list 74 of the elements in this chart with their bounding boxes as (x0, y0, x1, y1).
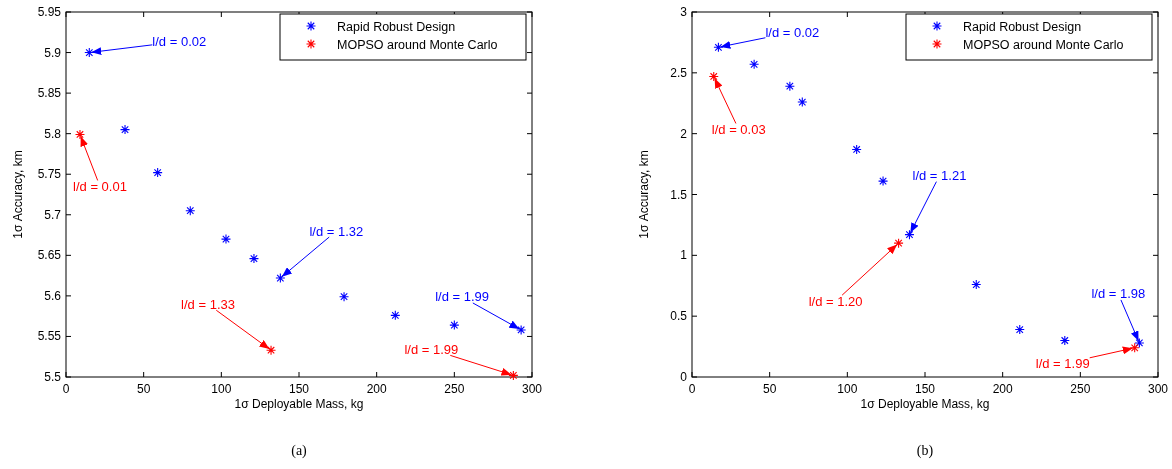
annotation: l/d = 0.03 (711, 121, 766, 137)
annotation: l/d = 1.21 (912, 168, 967, 184)
point (152, 167, 163, 178)
x-tick-label: 100 (211, 382, 232, 396)
point (1059, 335, 1070, 346)
x-tick-label: 250 (444, 382, 465, 396)
y-tick-label: 5.85 (37, 86, 62, 101)
y-tick-label: 5.75 (37, 167, 62, 182)
y-tick-label: 5.9 (44, 45, 62, 60)
point (390, 310, 401, 321)
annotation: l/d = 0.02 (152, 34, 207, 50)
text: (b) (916, 443, 934, 459)
text: (a) (291, 443, 308, 459)
y-tick-label: 5.55 (37, 329, 62, 344)
x-tick-label: 250 (1070, 382, 1091, 396)
point (220, 234, 232, 245)
x-tick-label: 100 (837, 382, 858, 396)
point (1014, 324, 1025, 335)
legend-label: Rapid Robust Design (337, 19, 456, 34)
point (185, 205, 196, 216)
point (1134, 337, 1145, 348)
y-tick-label: 3 (680, 5, 688, 19)
point (449, 320, 460, 331)
y-tick-label: 2 (680, 126, 688, 141)
point (339, 291, 350, 302)
y-tick-label: 5.5 (44, 370, 62, 384)
point (248, 253, 259, 264)
point (708, 71, 719, 82)
x-tick-label: 50 (136, 382, 151, 396)
x-tick-label: 50 (762, 382, 777, 396)
point (74, 129, 86, 140)
y-tick-label: 5.6 (44, 288, 62, 303)
legend-label: MOPSO around Monte Carlo (337, 37, 498, 52)
x-tick-label: 200 (366, 382, 387, 396)
legend-label: Rapid Robust Design (963, 19, 1082, 34)
x-axis-title: 1σ Deployable Mass, kg (860, 397, 990, 411)
x-axis-title: 1σ Deployable Mass, kg (234, 397, 364, 411)
point (893, 238, 904, 249)
y-tick-label: 1 (680, 248, 688, 263)
point (784, 81, 795, 92)
annotation: l/d = 1.32 (309, 223, 364, 239)
y-tick-label: 5.8 (44, 126, 62, 141)
point (851, 144, 862, 155)
x-tick-label: 150 (288, 382, 310, 396)
annotation: l/d = 1.33 (181, 296, 235, 312)
y-tick-label: 5.65 (37, 248, 62, 263)
point (749, 59, 760, 70)
annotation: l/d = 1.99 (1035, 356, 1090, 372)
x-tick-label: 300 (1147, 382, 1169, 396)
x-tick-label: 200 (992, 382, 1013, 396)
y-axis-title: 1σ Accuracy, km (637, 150, 651, 239)
annotation: l/d = 1.99 (435, 289, 490, 305)
point (119, 124, 131, 135)
y-tick-label: 5.7 (44, 207, 62, 222)
annotation: l/d = 1.98 (1091, 286, 1146, 302)
annotation: l/d = 0.02 (765, 24, 820, 40)
annotation: l/d = 1.99 (404, 341, 459, 357)
annotation: l/d = 0.01 (73, 178, 127, 194)
y-tick-label: 1.5 (670, 187, 688, 202)
y-axis-title: 1σ Accuracy, km (11, 150, 25, 239)
y-tick-label: 2.5 (670, 65, 688, 80)
legend-label: MOPSO around Monte Carlo (963, 37, 1124, 52)
y-tick-label: 0.5 (670, 309, 688, 324)
point (971, 279, 982, 290)
y-tick-label: 5.95 (37, 5, 62, 19)
x-tick-label: 300 (521, 382, 543, 396)
point (878, 176, 889, 187)
point (265, 345, 277, 356)
point (797, 96, 808, 108)
x-tick-label: 150 (914, 382, 936, 396)
point (713, 42, 724, 53)
annotation: l/d = 1.20 (808, 293, 863, 309)
y-tick-label: 0 (680, 370, 688, 384)
point (84, 47, 95, 58)
